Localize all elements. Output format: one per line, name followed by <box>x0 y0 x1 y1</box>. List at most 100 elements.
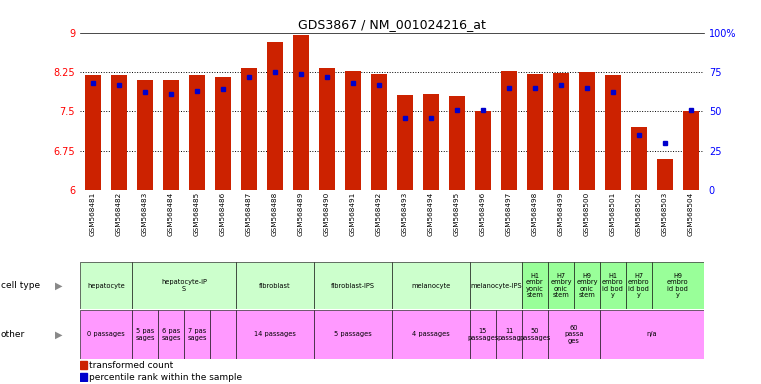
Bar <box>475 111 491 190</box>
Text: 50
passages: 50 passages <box>519 328 551 341</box>
Bar <box>626 262 652 309</box>
Bar <box>241 68 256 190</box>
Text: GSM568494: GSM568494 <box>428 192 434 236</box>
Text: GSM568484: GSM568484 <box>168 192 174 236</box>
Bar <box>314 262 392 309</box>
Bar <box>345 71 361 190</box>
Bar <box>392 310 470 359</box>
Bar <box>293 35 309 190</box>
Text: fibroblast: fibroblast <box>259 283 291 288</box>
Bar <box>631 127 647 190</box>
Text: transformed count: transformed count <box>88 361 173 370</box>
Bar <box>683 111 699 190</box>
Bar <box>449 96 465 190</box>
Text: GSM568483: GSM568483 <box>142 192 148 236</box>
Text: hepatocyte-iP
S: hepatocyte-iP S <box>161 279 207 292</box>
Bar <box>574 262 600 309</box>
Text: GSM568490: GSM568490 <box>324 192 330 236</box>
Text: GSM568499: GSM568499 <box>558 192 564 236</box>
Bar <box>215 77 231 190</box>
Text: GSM568497: GSM568497 <box>506 192 512 236</box>
Text: H1
embr
yonic
stem: H1 embr yonic stem <box>526 273 544 298</box>
Bar <box>652 262 704 309</box>
Bar <box>371 74 387 190</box>
Bar <box>184 310 210 359</box>
Text: GSM568495: GSM568495 <box>454 192 460 236</box>
Text: H9
embro
id bod
y: H9 embro id bod y <box>667 273 689 298</box>
Bar <box>189 74 205 190</box>
Text: 11
passag: 11 passag <box>497 328 521 341</box>
Bar <box>527 74 543 190</box>
Text: 4 passages: 4 passages <box>412 331 450 338</box>
Text: 7 pas
sages: 7 pas sages <box>187 328 207 341</box>
Text: GSM568503: GSM568503 <box>662 192 668 236</box>
Bar <box>501 71 517 190</box>
Text: 6 pas
sages: 6 pas sages <box>161 328 180 341</box>
Text: GSM568482: GSM568482 <box>116 192 122 236</box>
Text: ▶: ▶ <box>55 329 62 339</box>
Bar <box>132 310 158 359</box>
Bar <box>267 41 283 190</box>
Bar <box>470 262 522 309</box>
Bar <box>236 262 314 309</box>
Text: H1
embro
id bod
y: H1 embro id bod y <box>602 273 624 298</box>
Bar <box>319 68 335 190</box>
Text: GSM568496: GSM568496 <box>480 192 486 236</box>
Bar <box>210 310 236 359</box>
Bar <box>470 310 496 359</box>
Text: H7
embry
onic
stem: H7 embry onic stem <box>550 273 572 298</box>
Text: melanocyte-IPS: melanocyte-IPS <box>470 283 522 288</box>
Text: GSM568491: GSM568491 <box>350 192 356 236</box>
Bar <box>605 74 621 190</box>
Bar <box>397 94 412 190</box>
Text: cell type: cell type <box>1 281 40 290</box>
Text: GSM568487: GSM568487 <box>246 192 252 236</box>
Text: GSM568493: GSM568493 <box>402 192 408 236</box>
Text: GSM568492: GSM568492 <box>376 192 382 236</box>
Bar <box>158 310 184 359</box>
Text: fibroblast-IPS: fibroblast-IPS <box>331 283 375 288</box>
Bar <box>522 262 548 309</box>
Text: GSM568481: GSM568481 <box>90 192 96 236</box>
Text: ▶: ▶ <box>55 280 62 291</box>
Text: 14 passages: 14 passages <box>254 331 296 338</box>
Text: GSM568504: GSM568504 <box>688 192 694 236</box>
Bar <box>132 262 236 309</box>
Bar <box>85 74 100 190</box>
Bar <box>80 262 132 309</box>
Text: 15
passages: 15 passages <box>467 328 498 341</box>
Bar <box>522 310 548 359</box>
Bar <box>80 361 87 369</box>
Bar <box>111 74 126 190</box>
Bar <box>236 310 314 359</box>
Bar <box>423 94 439 190</box>
Text: GSM568486: GSM568486 <box>220 192 226 236</box>
Text: GSM568500: GSM568500 <box>584 192 590 236</box>
Bar <box>80 373 87 381</box>
Bar <box>579 72 595 190</box>
Text: 5 pas
sages: 5 pas sages <box>135 328 154 341</box>
Text: GSM568498: GSM568498 <box>532 192 538 236</box>
Text: melanocyte: melanocyte <box>411 283 451 288</box>
Text: H9
embry
onic
stem: H9 embry onic stem <box>576 273 597 298</box>
Bar <box>392 262 470 309</box>
Bar <box>137 80 153 190</box>
Text: 5 passages: 5 passages <box>334 331 372 338</box>
Bar <box>658 159 673 190</box>
Text: GSM568489: GSM568489 <box>298 192 304 236</box>
Text: GSM568501: GSM568501 <box>610 192 616 236</box>
Bar <box>600 262 626 309</box>
Text: other: other <box>1 330 25 339</box>
Text: GSM568485: GSM568485 <box>194 192 200 236</box>
Bar <box>600 310 704 359</box>
Bar <box>548 310 600 359</box>
Text: hepatocyte: hepatocyte <box>87 283 125 288</box>
Bar <box>553 73 568 190</box>
Text: n/a: n/a <box>647 331 658 338</box>
Text: H7
embro
id bod
y: H7 embro id bod y <box>628 273 650 298</box>
Text: percentile rank within the sample: percentile rank within the sample <box>88 372 242 382</box>
Title: GDS3867 / NM_001024216_at: GDS3867 / NM_001024216_at <box>298 18 486 31</box>
Text: GSM568488: GSM568488 <box>272 192 278 236</box>
Text: GSM568502: GSM568502 <box>636 192 642 236</box>
Bar <box>496 310 522 359</box>
